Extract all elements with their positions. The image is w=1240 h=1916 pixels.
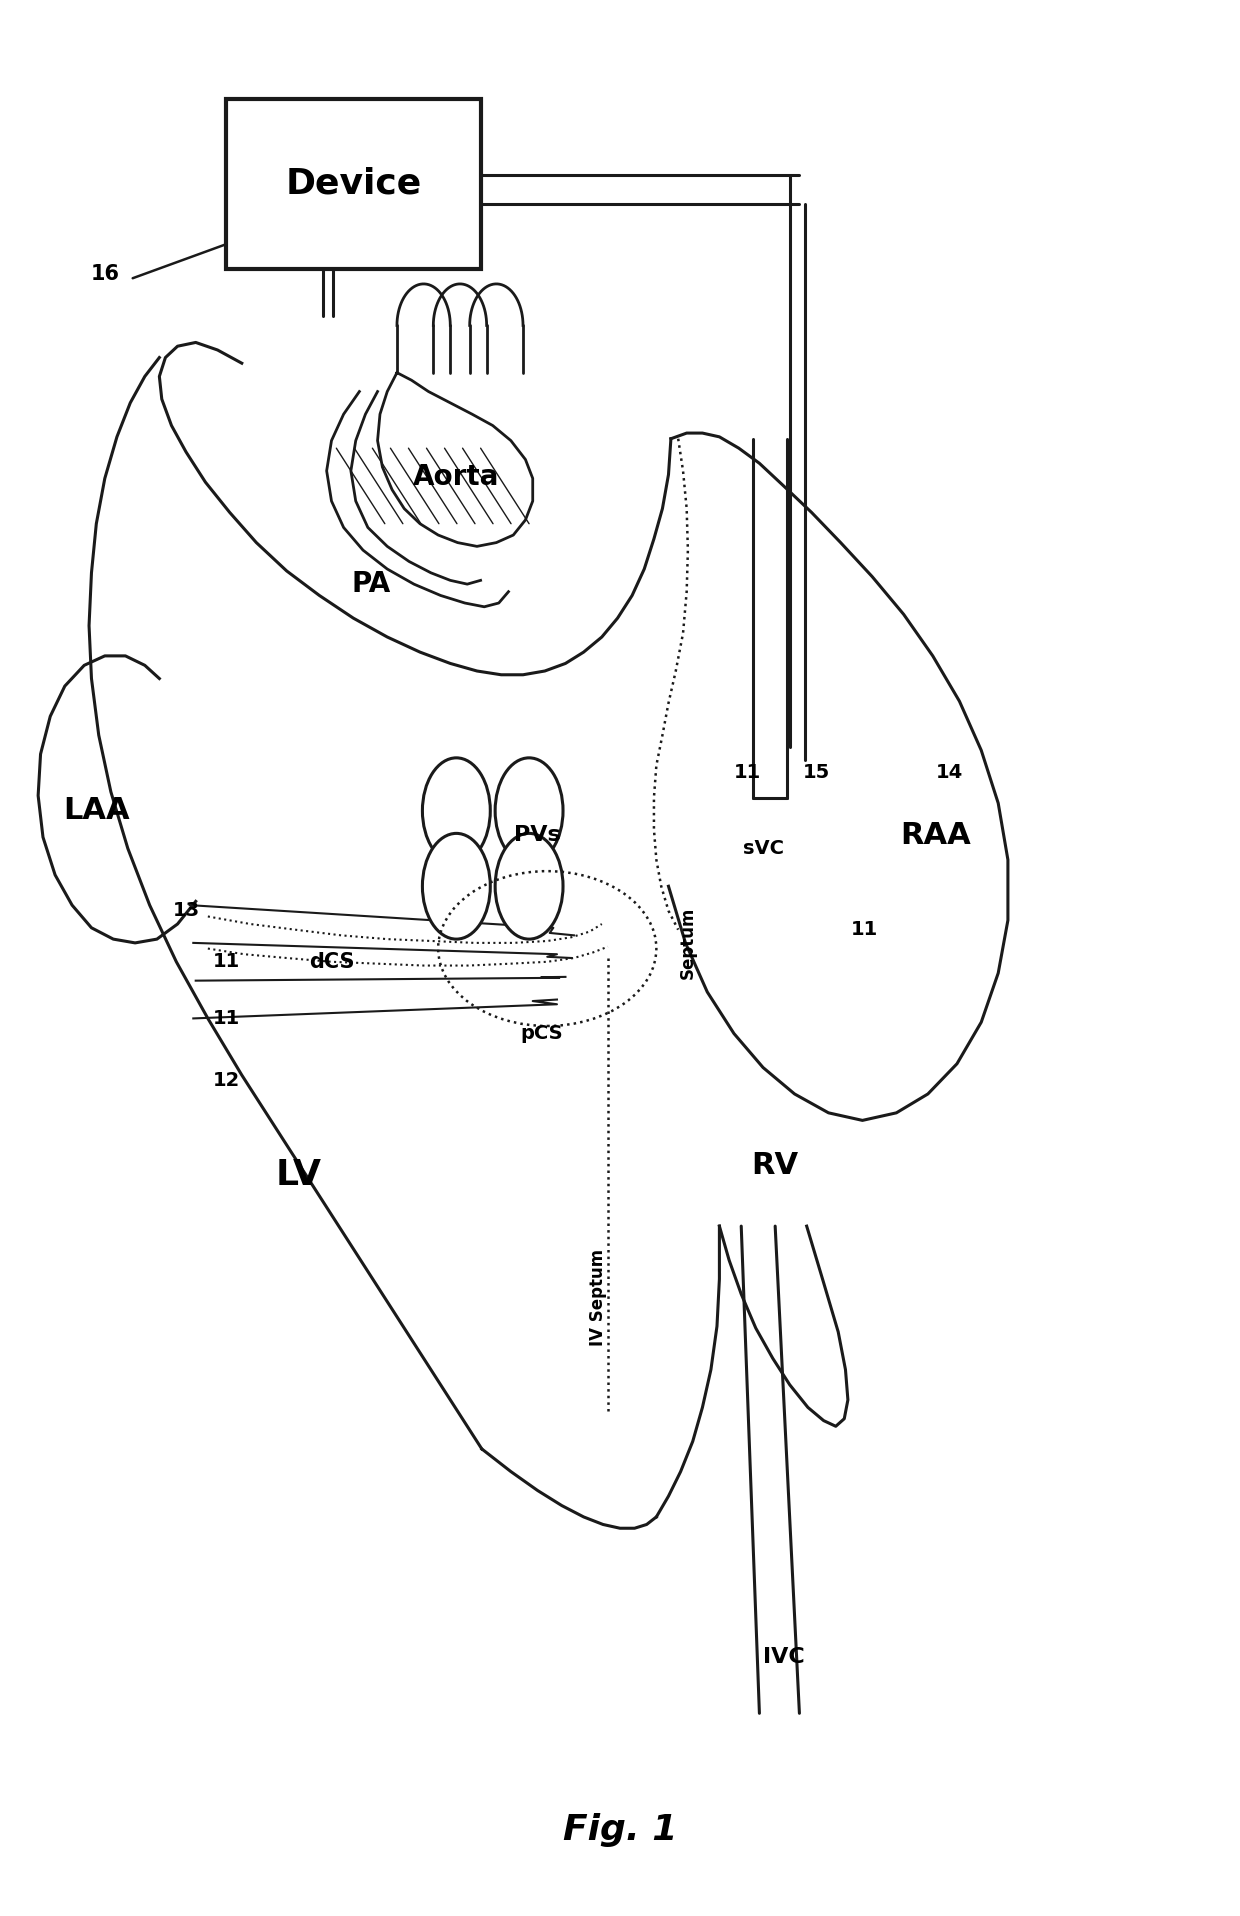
- Circle shape: [423, 759, 490, 864]
- Text: Fig. 1: Fig. 1: [563, 1813, 677, 1847]
- Text: 16: 16: [91, 264, 119, 284]
- Text: 11: 11: [734, 763, 761, 782]
- Circle shape: [423, 833, 490, 939]
- Text: 11: 11: [212, 1010, 239, 1027]
- Text: IVC: IVC: [763, 1646, 805, 1667]
- Text: pCS: pCS: [520, 1023, 563, 1042]
- Text: 14: 14: [936, 763, 963, 782]
- Text: PVs: PVs: [515, 826, 560, 845]
- Text: LAA: LAA: [63, 797, 130, 826]
- Text: Device: Device: [285, 167, 422, 201]
- Text: dCS: dCS: [309, 952, 355, 971]
- Text: RV: RV: [751, 1152, 799, 1180]
- Text: 13: 13: [172, 901, 200, 920]
- Text: 11: 11: [212, 952, 239, 971]
- Circle shape: [495, 833, 563, 939]
- Circle shape: [495, 759, 563, 864]
- Text: PA: PA: [352, 571, 391, 598]
- Text: 11: 11: [851, 920, 878, 939]
- Text: 15: 15: [802, 763, 830, 782]
- Text: sVC: sVC: [743, 839, 784, 858]
- Text: Septum: Septum: [678, 906, 697, 979]
- Text: Aorta: Aorta: [413, 462, 500, 490]
- Text: 12: 12: [212, 1071, 239, 1090]
- Text: IV Septum: IV Septum: [589, 1249, 608, 1347]
- Text: LV: LV: [275, 1157, 321, 1192]
- FancyBboxPatch shape: [226, 100, 481, 268]
- Text: RAA: RAA: [900, 820, 971, 851]
